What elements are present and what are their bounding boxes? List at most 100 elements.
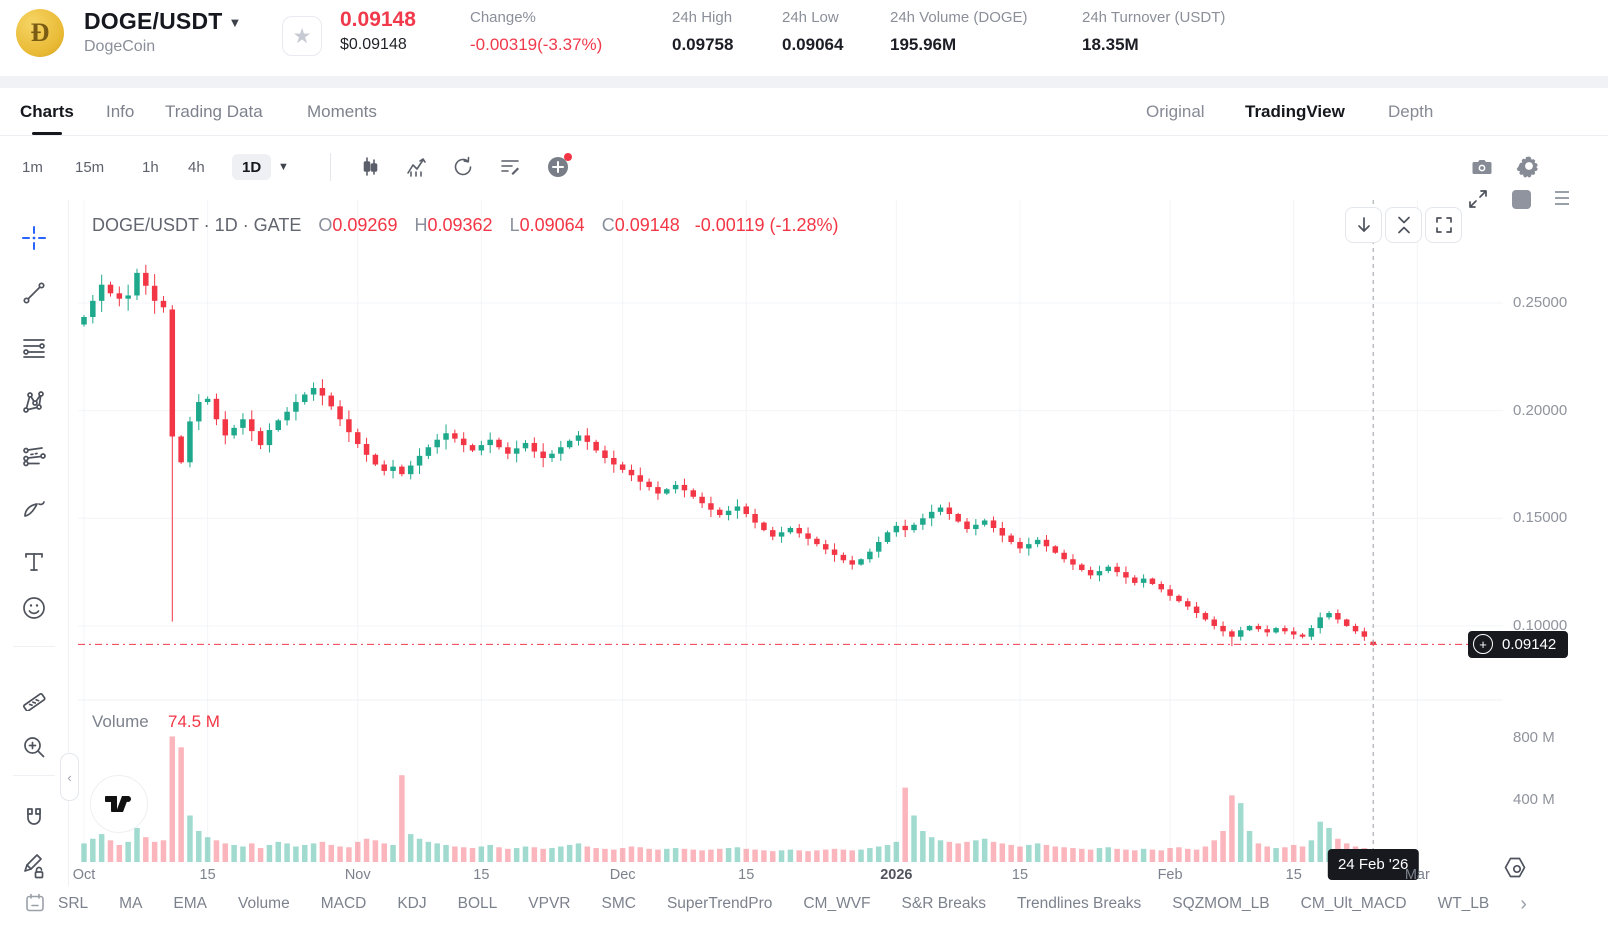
add-indicator-icon[interactable] bbox=[546, 153, 572, 179]
change-block: Change% -0.00319(-3.37%) bbox=[470, 9, 603, 54]
price-axis-label[interactable]: 0.20000 bbox=[1513, 401, 1568, 419]
timeframe-4h[interactable]: 4h bbox=[188, 158, 205, 176]
tab-trading-data[interactable]: Trading Data bbox=[165, 101, 263, 121]
indicator-s-r-breaks[interactable]: S&R Breaks bbox=[901, 895, 986, 912]
volume-axis-label[interactable]: 800 M bbox=[1513, 729, 1555, 746]
timeframe-15m[interactable]: 15m bbox=[75, 158, 105, 176]
tab-original[interactable]: Original bbox=[1146, 101, 1205, 121]
indicator-cm-ult-macd[interactable]: CM_Ult_MACD bbox=[1300, 895, 1407, 912]
time-axis-label[interactable]: Mar bbox=[1404, 867, 1430, 883]
price-axis-label[interactable]: 0.10000 bbox=[1513, 616, 1568, 634]
indicator-kdj[interactable]: KDJ bbox=[397, 895, 427, 912]
crosshair-tool-icon[interactable] bbox=[19, 223, 49, 253]
camera-snapshot-icon[interactable] bbox=[1470, 155, 1494, 179]
indicator-supertrendpro[interactable]: SuperTrendPro bbox=[666, 895, 773, 912]
indicators-icon[interactable] bbox=[405, 155, 429, 179]
expand-fullscreen-icon[interactable] bbox=[1466, 187, 1490, 211]
crosshair-date-tooltip: 24 Feb '26 bbox=[1327, 849, 1419, 880]
change-value: -0.00319(-3.37%) bbox=[470, 35, 603, 54]
volume-value: 74.5 M bbox=[168, 712, 220, 731]
time-axis-label[interactable]: Feb bbox=[1157, 867, 1183, 883]
measure-ruler-tool-icon[interactable] bbox=[19, 683, 49, 713]
symbol-title[interactable]: DOGE/USDT ▼ bbox=[84, 8, 242, 34]
panel-layout-icon[interactable] bbox=[1512, 190, 1531, 209]
time-axis-label[interactable]: 15 bbox=[473, 867, 490, 883]
timezone-settings-icon[interactable] bbox=[1502, 855, 1532, 885]
collapse-volume-handle[interactable]: ‹ bbox=[60, 753, 79, 801]
indicator-sqzmom-lb[interactable]: SQZMOM_LB bbox=[1172, 895, 1270, 912]
emoji-tool-icon[interactable] bbox=[19, 593, 49, 623]
stat-24h-turnover: 24h Turnover (USDT) 18.35M bbox=[1082, 9, 1226, 54]
scroll-to-latest-button[interactable] bbox=[1345, 207, 1382, 243]
doge-logo-icon: Ð bbox=[16, 9, 64, 57]
collapse-pane-button[interactable] bbox=[1385, 207, 1422, 243]
indicator-trendlines-breaks[interactable]: Trendlines Breaks bbox=[1016, 895, 1142, 912]
magnet-tool-icon[interactable] bbox=[19, 803, 49, 833]
indicator-smc[interactable]: SMC bbox=[601, 895, 636, 912]
refresh-icon[interactable] bbox=[451, 155, 475, 179]
xabcd-pattern-tool-icon[interactable] bbox=[19, 387, 49, 417]
timeframe-1m[interactable]: 1m bbox=[22, 158, 43, 176]
coin-name: DogeCoin bbox=[84, 38, 156, 55]
indicator-wt-lb[interactable]: WT_LB bbox=[1437, 895, 1490, 912]
favorite-star-button[interactable]: ★ bbox=[282, 16, 322, 56]
tab-bar: Charts Info Trading Data Moments Origina… bbox=[0, 88, 1608, 209]
chevron-down-icon: ▼ bbox=[228, 15, 242, 30]
indicator-cm-wvf[interactable]: CM_WVF bbox=[803, 895, 871, 912]
volume-axis-label[interactable]: 400 M bbox=[1513, 791, 1555, 808]
time-axis-label[interactable]: 15 bbox=[199, 867, 216, 883]
indicator-shortcut-bar: SRL MA EMA Volume MACD KDJ BOLL VPVR SMC SuperTre… bbox=[58, 888, 1527, 920]
chart-toolbar: 1m 15m 1h 4h 1D ▼ bbox=[0, 136, 1608, 198]
tradingview-watermark-logo[interactable] bbox=[90, 775, 148, 833]
star-icon: ★ bbox=[292, 24, 312, 48]
indicator-srl[interactable]: SRL bbox=[58, 895, 89, 912]
time-axis-label[interactable]: Nov bbox=[344, 867, 371, 883]
symbol-header: Ð DOGE/USDT ▼ DogeCoin ★ 0.09148 $0.09148… bbox=[0, 0, 1608, 76]
legend-title[interactable]: DOGE/USDT · 1D · GATE bbox=[92, 215, 302, 235]
tab-depth[interactable]: Depth bbox=[1388, 101, 1434, 121]
tab-moments[interactable]: Moments bbox=[307, 101, 377, 121]
time-axis-label[interactable]: Dec bbox=[609, 867, 636, 883]
chart-style-icon[interactable] bbox=[358, 155, 382, 179]
time-axis-label[interactable]: 15 bbox=[1011, 867, 1029, 883]
timeframe-dropdown-caret[interactable]: ▼ bbox=[278, 161, 289, 173]
projection-tool-icon[interactable] bbox=[19, 440, 49, 470]
stat-24h-low: 24h Low 0.09064 bbox=[782, 9, 844, 54]
tab-tradingview[interactable]: TradingView bbox=[1245, 101, 1345, 121]
section-divider bbox=[0, 76, 1608, 88]
time-axis-label[interactable]: Oct bbox=[72, 867, 96, 883]
time-axis-label[interactable]: 15 bbox=[738, 867, 755, 883]
stat-24h-volume: 24h Volume (DOGE) 195.96M bbox=[890, 9, 1028, 54]
indicator-bar-more-chevron-icon[interactable]: › bbox=[1520, 892, 1527, 915]
text-tool-icon[interactable] bbox=[19, 547, 49, 577]
zoom-in-tool-icon[interactable] bbox=[19, 732, 49, 762]
drawing-toolbar bbox=[0, 200, 68, 886]
indicator-volume[interactable]: Volume bbox=[238, 895, 290, 912]
brush-tool-icon[interactable] bbox=[19, 493, 49, 523]
indicator-boll[interactable]: BOLL bbox=[457, 895, 498, 912]
menu-icon[interactable] bbox=[1552, 188, 1572, 210]
stat-24h-high: 24h High 0.09758 bbox=[672, 9, 734, 54]
tab-info[interactable]: Info bbox=[106, 101, 135, 121]
chart-settings-gear-icon[interactable] bbox=[1516, 153, 1540, 178]
indicator-vpvr[interactable]: VPVR bbox=[528, 895, 571, 912]
trend-line-tool-icon[interactable] bbox=[19, 278, 49, 308]
order-list-icon[interactable] bbox=[498, 155, 522, 179]
price-axis-label[interactable]: 0.15000 bbox=[1513, 509, 1568, 527]
indicator-macd[interactable]: MACD bbox=[320, 895, 367, 912]
volume-label[interactable]: Volume bbox=[92, 712, 149, 731]
maximize-pane-button[interactable] bbox=[1425, 207, 1462, 243]
current-price-tag[interactable]: + 0.09142 bbox=[1468, 630, 1569, 658]
indicator-ema[interactable]: EMA bbox=[173, 895, 207, 912]
timeframe-1h[interactable]: 1h bbox=[142, 158, 159, 176]
time-axis-label[interactable]: 15 bbox=[1285, 867, 1302, 883]
time-axis-label[interactable]: 2026 bbox=[880, 867, 913, 883]
indicator-ma[interactable]: MA bbox=[119, 895, 143, 912]
tab-charts[interactable]: Charts bbox=[20, 88, 74, 135]
timeframe-1d[interactable]: 1D bbox=[232, 154, 272, 180]
fib-retracement-tool-icon[interactable] bbox=[19, 333, 49, 363]
calendar-icon[interactable] bbox=[24, 892, 46, 914]
price-axis-label[interactable]: 0.25000 bbox=[1513, 294, 1568, 311]
lock-drawings-tool-icon[interactable] bbox=[19, 850, 49, 880]
candlestick-chart[interactable] bbox=[78, 200, 1503, 862]
